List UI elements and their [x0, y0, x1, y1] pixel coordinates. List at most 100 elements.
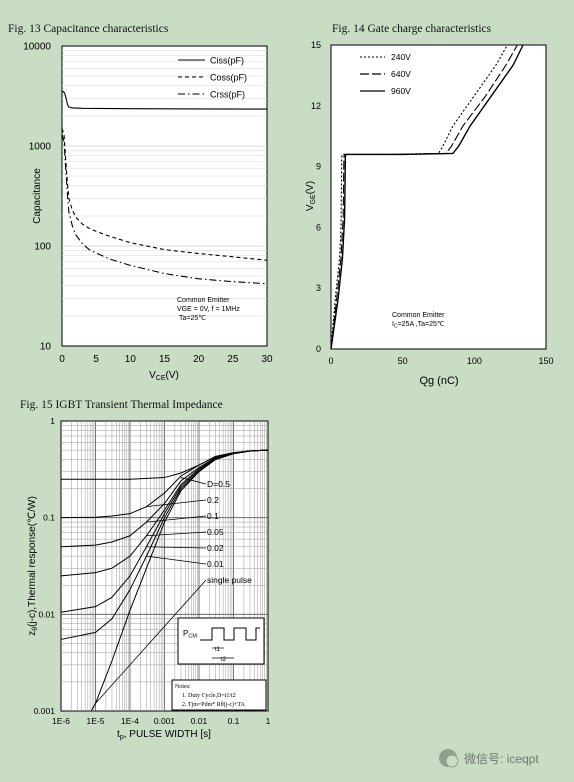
fig13-y-tick-label: 10 [40, 342, 52, 353]
fig14-y-tick-label: 6 [316, 222, 321, 232]
fig13-x-axis-label: VCE(V) [149, 370, 179, 382]
fig13-y-tick-label: 100 [34, 242, 51, 253]
fig14-x-tick-label: 50 [398, 356, 408, 366]
fig14-legend-240v: 240V [391, 52, 411, 62]
fig15-y-tick-label: 0.1 [43, 513, 55, 523]
fig15-label-d002: 0.02 [207, 543, 224, 553]
fig14-title: Fig. 14 Gate charge characteristics [332, 23, 492, 35]
fig15-label-d05: D=0.5 [207, 479, 230, 489]
fig13-tick-labels: 0 5 10 15 20 25 30 10 100 1000 10000 [23, 42, 273, 366]
fig14-y-tick-label: 15 [311, 40, 321, 50]
fig14-y-tick-label: 12 [311, 101, 321, 111]
fig15-x-tick-label: 1E-4 [121, 716, 139, 726]
fig15-y-tick-label: 1 [50, 416, 55, 426]
fig15-pulse-inset: PCM t1 t2 [177, 617, 265, 665]
fig15-curve-label-leader [146, 555, 207, 565]
fig14-legend: 240V 640V 960V [360, 52, 411, 96]
fig13-capacitance-chart: Fig. 13 Capacitance characteristics 0 5 10… [8, 23, 273, 382]
fig15-curve-labels: D=0.5 0.2 0.1 0.05 0.02 0.01 single puls… [207, 479, 252, 585]
fig13-annotation-line3: Ta=25℃ [179, 315, 206, 322]
fig13-title: Fig. 13 Capacitance characteristics [8, 23, 169, 35]
fig14-x-axis-label: Qg (nC) [419, 375, 458, 387]
fig13-x-tick-label: 15 [159, 354, 171, 365]
fig14-series-group [330, 44, 524, 350]
fig15-x-tick-label: 1 [266, 716, 271, 726]
fig15-label-d001: 0.01 [207, 559, 224, 569]
fig13-series-cosspf [61, 128, 268, 261]
fig13-annotation-line2: VGE = 0V, f = 1MHz [177, 306, 240, 313]
fig13-legend-ciss: Ciss(pF) [210, 56, 244, 66]
fig15-label-d005: 0.05 [207, 527, 224, 537]
fig13-series-cisspf [62, 91, 268, 110]
fig15-notes-box [171, 679, 267, 711]
fig14-y-tick-label: 9 [316, 162, 321, 172]
fig13-legend-crss: Crss(pF) [210, 90, 245, 100]
fig13-x-tick-label: 5 [93, 354, 99, 365]
fig13-series-crsspf [61, 134, 268, 285]
fig13-y-axis-label: Capacitance [32, 168, 43, 224]
fig15-inset-t2: t2 [221, 657, 227, 663]
fig14-y-tick-label: 0 [316, 344, 321, 354]
fig15-curve-label-leader [95, 579, 207, 704]
fig13-x-tick-label: 20 [193, 354, 205, 365]
fig13-x-tick-label: 10 [125, 354, 137, 365]
fig14-series-960v [330, 44, 524, 350]
fig15-label-d02: 0.2 [207, 495, 219, 505]
fig14-tick-labels: 0 50 100 150 0 3 6 9 12 15 [311, 40, 554, 366]
fig15-label-d01: 0.1 [207, 511, 219, 521]
fig15-x-tick-label: 0.1 [228, 716, 240, 726]
fig15-series-d05 [61, 449, 269, 480]
fig15-label-single-pulse: single pulse [207, 575, 252, 585]
fig15-curve-label-leader [146, 531, 207, 537]
fig14-y-tick-label: 3 [316, 283, 321, 293]
fig15-curve-label-leader [146, 515, 207, 523]
fig13-x-tick-label: 0 [59, 354, 65, 365]
fig13-x-tick-label: 25 [227, 354, 239, 365]
fig14-y-axis-label: VGE(V) [305, 181, 317, 211]
fig15-inset-t1: t1 [215, 647, 221, 653]
wechat-icon-bubble [445, 754, 459, 768]
fig15-title: Fig. 15 IGBT Transient Thermal Impedance [20, 399, 223, 411]
fig15-x-tick-label: 1E-6 [52, 716, 70, 726]
watermark: 微信号: iceqpt [439, 749, 539, 768]
fig15-x-tick-label: 0.001 [154, 716, 176, 726]
fig15-x-tick-label: 1E-5 [87, 716, 105, 726]
fig15-curve-label-leader [180, 477, 207, 485]
fig15-notes-heading: Notes: [175, 684, 191, 690]
fig14-x-tick-label: 150 [538, 356, 553, 366]
fig15-notes-line2: 2. Tjm=Pdm* Rθ(j-c)+TA [182, 701, 246, 708]
fig15-y-tick-label: 0.01 [38, 609, 55, 619]
fig14-annotation-line2: IC=25A ,Ta=25℃ [392, 321, 445, 330]
fig13-plot-area [61, 45, 268, 347]
fig15-y-tick-label: 0.001 [34, 706, 56, 716]
fig15-inset-symbol: PCM [183, 629, 197, 640]
fig15-inset-box [177, 617, 265, 665]
fig13-legend: Ciss(pF) Coss(pF) Crss(pF) [178, 56, 247, 100]
fig13-series-group [61, 91, 268, 285]
fig15-series-group [60, 449, 269, 712]
fig13-y-tick-label: 10000 [23, 42, 51, 53]
fig15-curve-label-leader [146, 546, 207, 549]
fig13-annotation-line1: Common Emitter [177, 297, 230, 304]
watermark-text: 微信号: iceqpt [464, 752, 539, 766]
fig15-x-tick-label: 0.01 [191, 716, 208, 726]
fig15-curve-label-leader [146, 499, 207, 508]
fig15-notes: Notes: 1. Duty Cycle,D=t1/t2 2. Tjm=Pdm*… [171, 679, 267, 711]
fig15-tick-labels: 1E-6 1E-5 1E-4 0.001 0.01 0.1 1 0.001 0.01 0.1 1 [34, 416, 271, 726]
fig13-legend-coss: Coss(pF) [210, 73, 247, 83]
fig14-annotation-line1: Common Emitter [392, 312, 445, 319]
fig14-legend-960v: 960V [391, 86, 411, 96]
fig14-gate-charge-chart: Fig. 14 Gate charge characteristics 0 50 1… [305, 23, 554, 387]
fig13-gridlines [62, 50, 267, 317]
fig15-y-axis-label: zθ(j-c),Thermal response(℃/W) [27, 496, 39, 636]
fig14-plot-area [330, 44, 547, 350]
fig15-series-005 [60, 449, 269, 577]
fig15-x-axis-label: tp, PULSE WIDTH [s] [117, 729, 211, 741]
fig15-thermal-impedance-chart: Fig. 15 IGBT Transient Thermal Impedance… [20, 399, 271, 741]
fig15-inset-pulse-waveform [200, 627, 260, 641]
fig15-notes-line1: 1. Duty Cycle,D=t1/t2 [182, 693, 236, 699]
fig13-x-tick-label: 30 [261, 354, 273, 365]
fig14-x-tick-label: 0 [328, 356, 333, 366]
fig14-legend-640v: 640V [391, 69, 411, 79]
